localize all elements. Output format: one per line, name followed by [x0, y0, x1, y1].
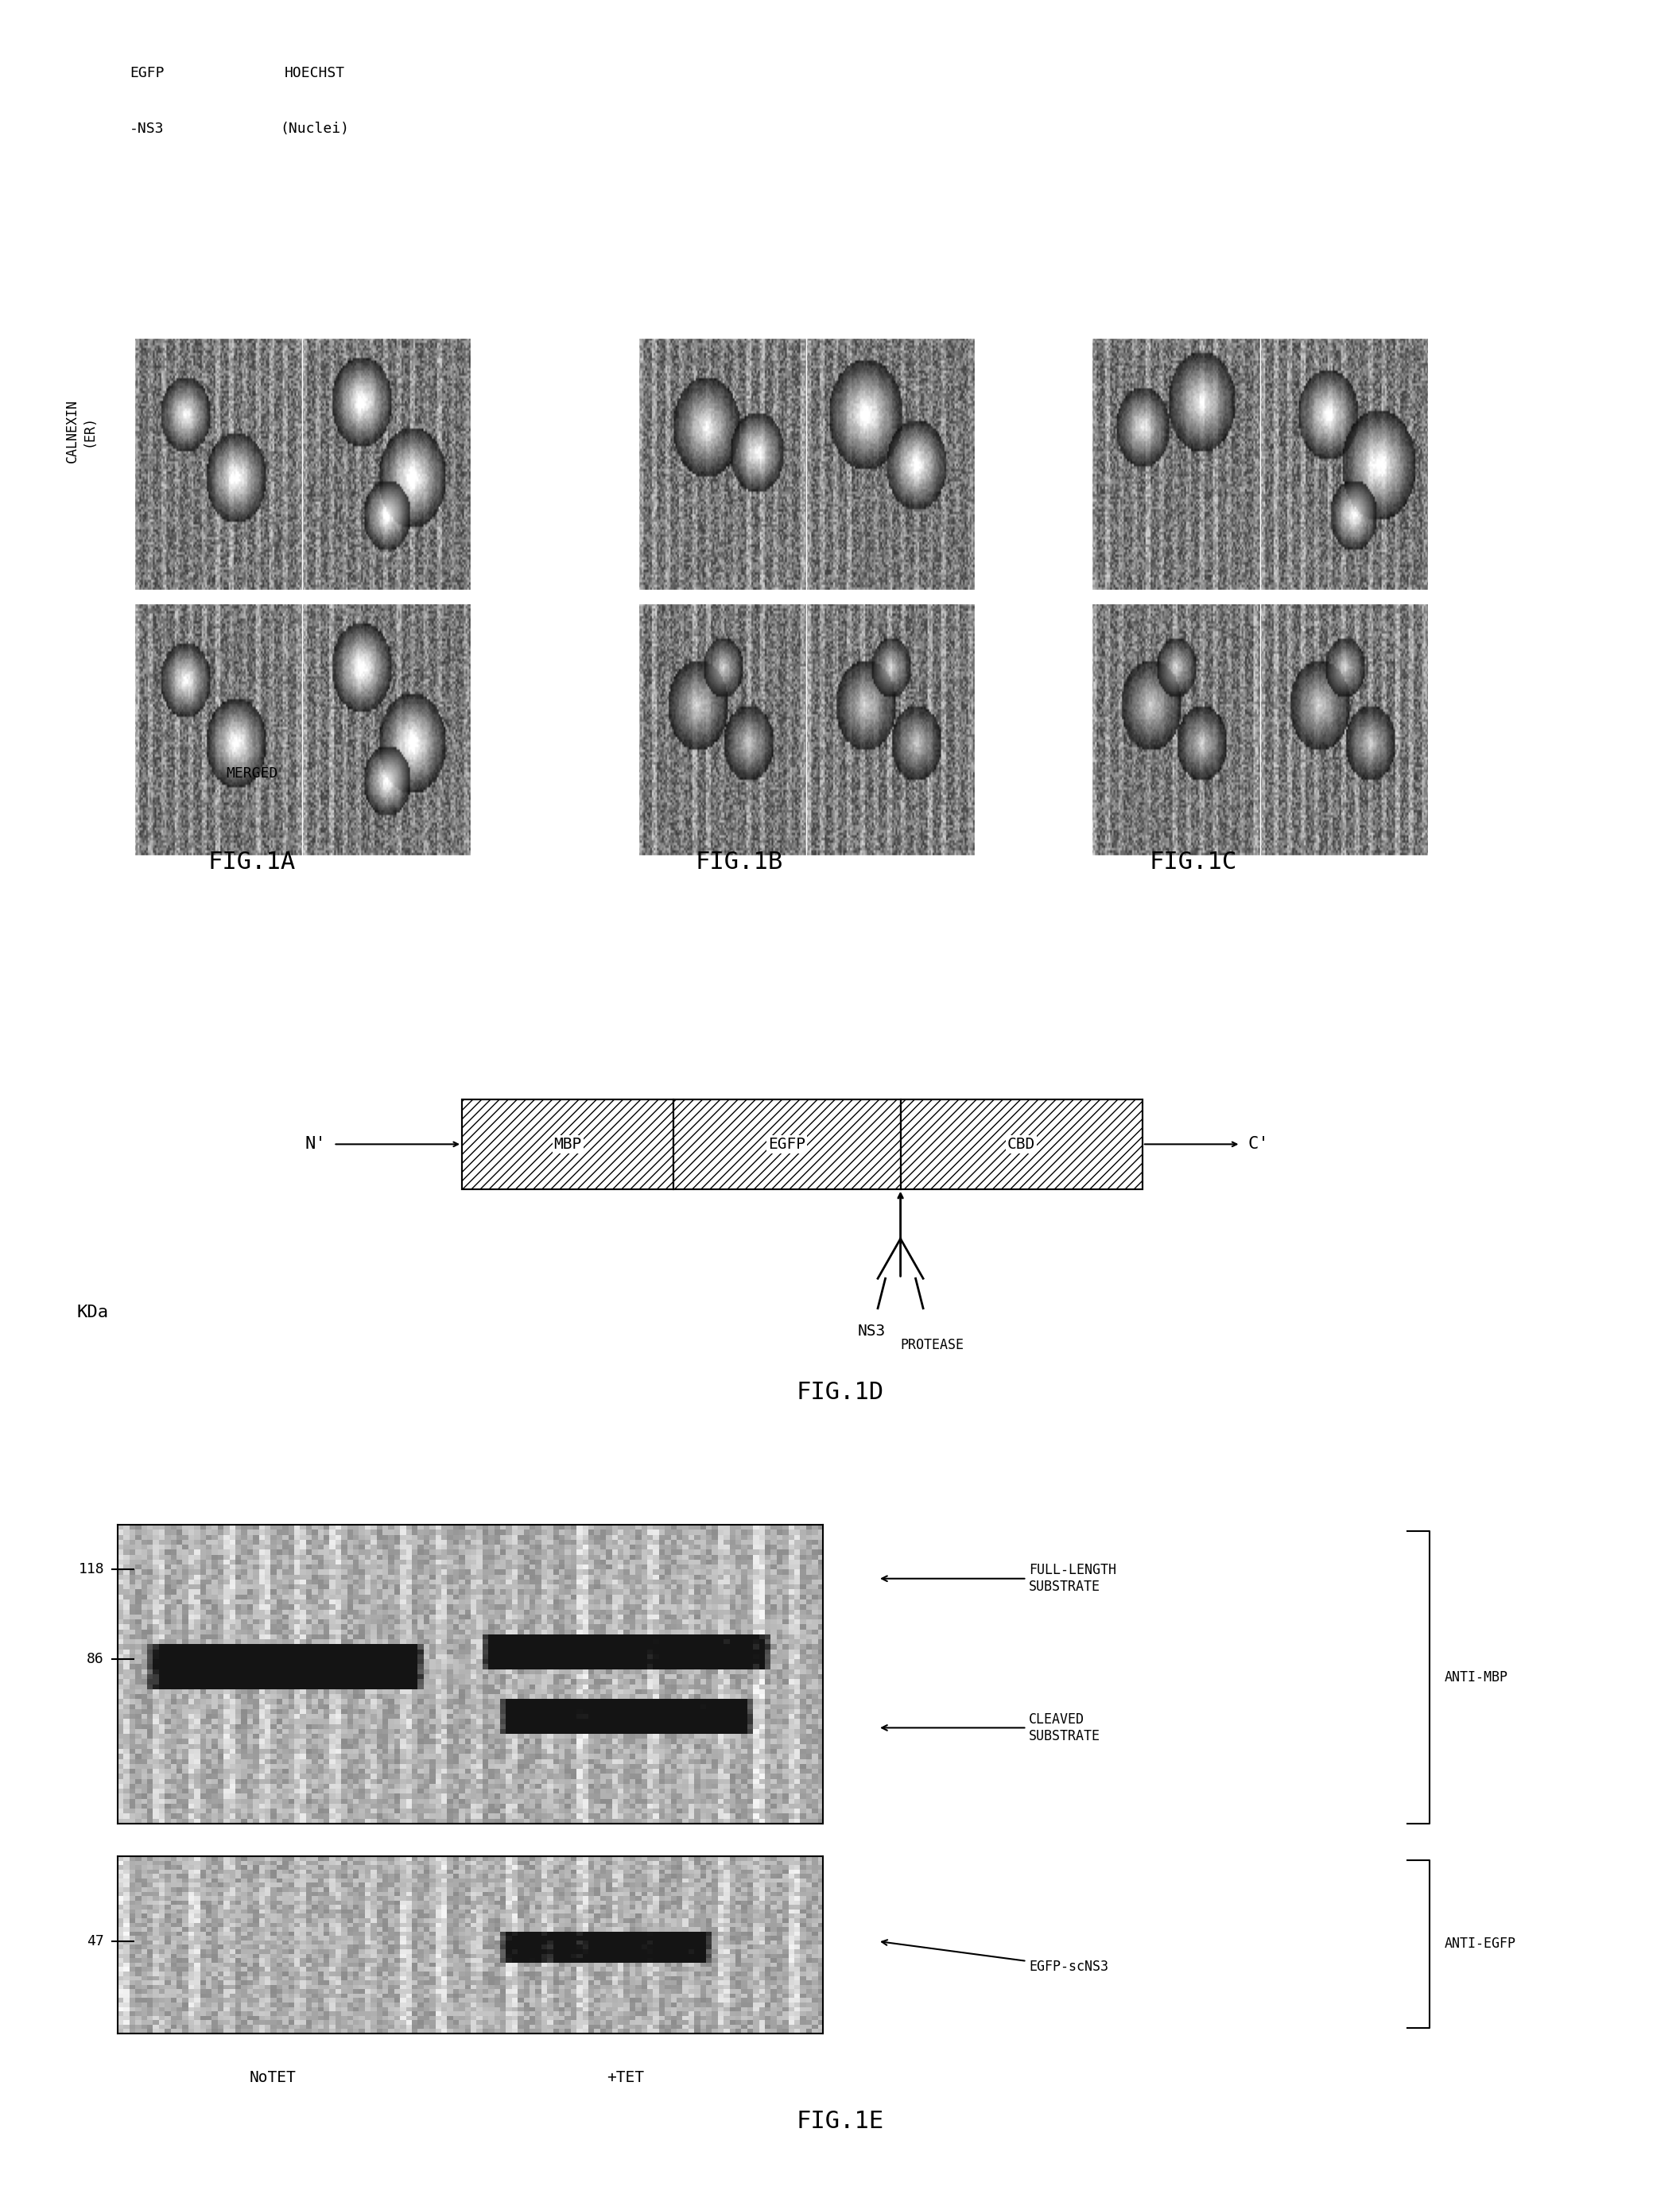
Text: FIG.1A: FIG.1A — [208, 851, 296, 873]
Text: EGFP-scNS3: EGFP-scNS3 — [882, 1940, 1109, 1974]
Text: (Nuclei): (Nuclei) — [281, 122, 349, 135]
FancyBboxPatch shape — [462, 1098, 674, 1189]
Text: -NS3: -NS3 — [129, 122, 165, 135]
Text: N': N' — [304, 1136, 326, 1151]
Text: ANTI-EGFP: ANTI-EGFP — [1445, 1936, 1517, 1951]
Text: FIG.1C: FIG.1C — [1149, 851, 1236, 873]
Text: MERGED: MERGED — [227, 767, 277, 780]
Text: ANTI-MBP: ANTI-MBP — [1445, 1671, 1509, 1684]
FancyBboxPatch shape — [900, 1098, 1142, 1189]
Text: HOECHST: HOECHST — [284, 66, 346, 80]
FancyBboxPatch shape — [674, 1098, 900, 1189]
Text: 47: 47 — [87, 1934, 104, 1949]
Text: PROTEASE: PROTEASE — [900, 1337, 964, 1353]
Text: KDa: KDa — [77, 1304, 108, 1322]
Text: 118: 118 — [79, 1562, 104, 1576]
Text: 86: 86 — [87, 1653, 104, 1666]
Text: NS3: NS3 — [857, 1324, 885, 1339]
Text: CALNEXIN
(ER): CALNEXIN (ER) — [66, 400, 96, 462]
Text: FIG.1E: FIG.1E — [796, 2111, 884, 2133]
Text: EGFP: EGFP — [129, 66, 165, 80]
Text: +TET: +TET — [606, 2071, 645, 2084]
Text: EGFP: EGFP — [768, 1136, 806, 1151]
Text: FULL-LENGTH
SUBSTRATE: FULL-LENGTH SUBSTRATE — [882, 1562, 1117, 1593]
Text: CBD: CBD — [1008, 1136, 1035, 1151]
Text: MBP: MBP — [554, 1136, 581, 1151]
Text: C': C' — [1248, 1136, 1270, 1151]
Text: CLEAVED
SUBSTRATE: CLEAVED SUBSTRATE — [882, 1713, 1100, 1744]
Text: NoTET: NoTET — [249, 2071, 296, 2084]
Text: FIG.1B: FIG.1B — [696, 851, 783, 873]
Text: FIG.1D: FIG.1D — [796, 1381, 884, 1403]
